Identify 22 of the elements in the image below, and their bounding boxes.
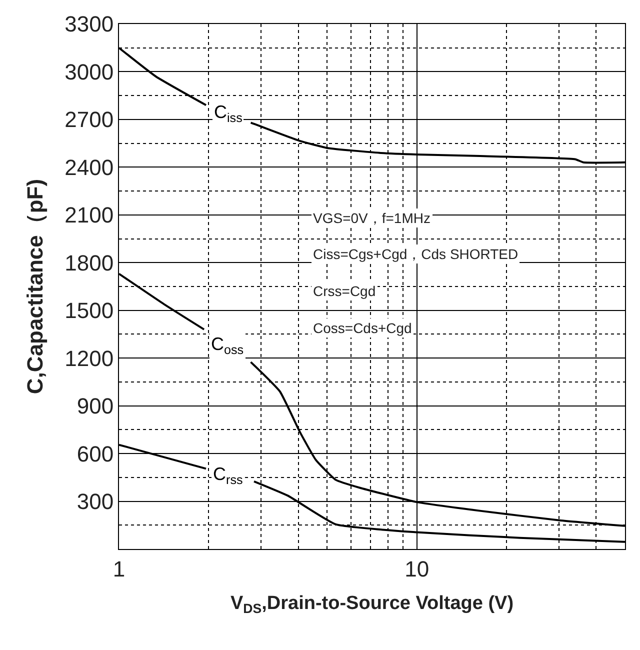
annotation: Ciss=Cgs+Cgd，Cds SHORTED bbox=[313, 246, 518, 262]
y-tick-label: 3000 bbox=[64, 59, 114, 84]
x-axis-title: V$_{DS}$,Drain-to-Source Voltage (V) bbox=[230, 593, 514, 616]
x-tick-label: 10 bbox=[404, 556, 430, 582]
y-tick-label: 300 bbox=[76, 488, 114, 514]
annotation: Coss=Cds+Cgd bbox=[313, 320, 412, 336]
y-axis-title: C,Capactitance（pF) bbox=[22, 178, 48, 394]
annotation: VGS=0V，f=1MHz bbox=[313, 210, 430, 226]
y-tick-label: 1800 bbox=[64, 250, 114, 276]
series-label: C$_{iss}$ bbox=[214, 102, 242, 125]
y-tick-label: 600 bbox=[76, 441, 114, 466]
y-tick-label: 2700 bbox=[64, 107, 114, 132]
y-tick-label: 900 bbox=[76, 394, 114, 419]
annotation: Crss=Cgd bbox=[313, 283, 376, 299]
y-tick-label: 1500 bbox=[64, 298, 114, 324]
x-tick-label: 1 bbox=[112, 556, 126, 582]
y-tick-label: 2100 bbox=[64, 202, 114, 228]
series-label: C$_{rss}$ bbox=[213, 464, 243, 487]
y-tick-label: 3300 bbox=[64, 12, 114, 37]
series-label: C$_{oss}$ bbox=[211, 334, 244, 357]
y-tick-label: 1200 bbox=[64, 346, 114, 371]
y-tick-label: 2400 bbox=[64, 154, 114, 180]
